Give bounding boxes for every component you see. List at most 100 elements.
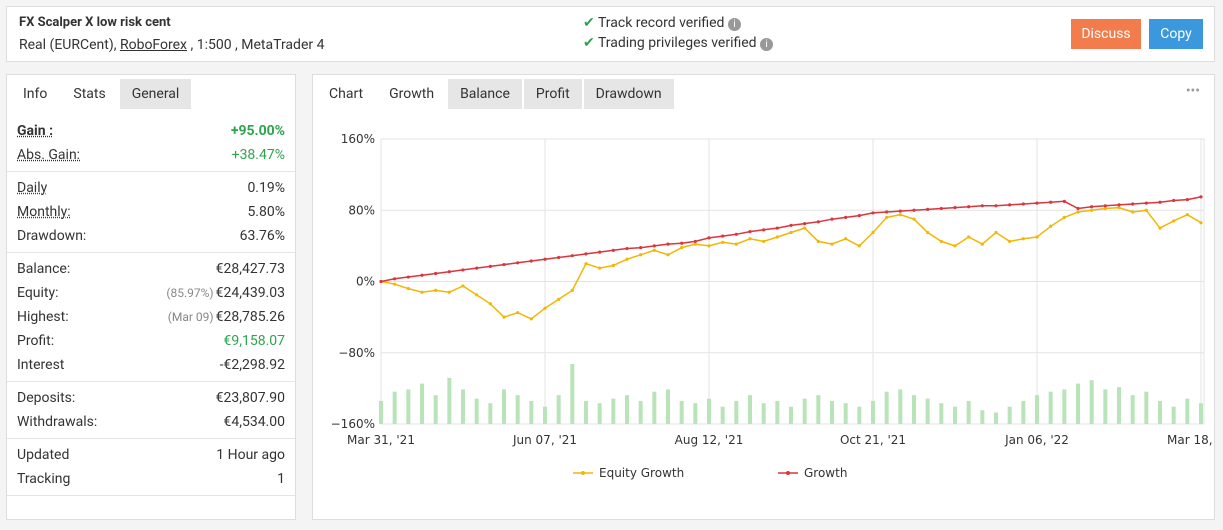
point: [789, 230, 793, 235]
point: [1158, 200, 1162, 204]
stat-row: Monthly: 5.80%: [7, 200, 295, 224]
stats-list: Gain : +95.00% Abs. Gain: +38.47% Daily 0.19%…: [7, 115, 295, 496]
stat-group: Balance: €28,427.73 Equity: (85.97%) €24,439…: [7, 253, 295, 382]
stat-label: Balance:: [17, 261, 71, 277]
point: [953, 205, 957, 210]
volume-bar: [857, 406, 862, 424]
point: [939, 206, 943, 211]
point: [885, 210, 889, 214]
stat-row: Gain : +95.00%: [7, 119, 295, 143]
point: [543, 257, 547, 261]
stat-value: -€2,298.92: [219, 357, 285, 373]
point: [598, 266, 602, 270]
volume-bar: [1103, 389, 1108, 424]
account-info: Real (EURCent), RoboForex , 1:500 , Meta…: [19, 37, 324, 53]
volume-bar: [843, 403, 848, 424]
copy-button[interactable]: Copy: [1149, 19, 1203, 49]
point: [652, 248, 656, 252]
stat-label: Equity:: [17, 285, 59, 301]
volume-bar: [1048, 391, 1053, 424]
point: [680, 241, 684, 245]
stat-label: Interest: [17, 357, 65, 373]
stat-label: Tracking: [17, 471, 71, 487]
point: [570, 288, 574, 293]
tab[interactable]: Drawdown: [583, 79, 674, 109]
volume-bar: [953, 406, 957, 424]
volume-bar: [925, 398, 930, 424]
stat-label: Daily: [17, 180, 48, 196]
chart: 160% 80% 0% −80% −160% Mar 31, '21 Jun 07, '21…: [331, 132, 1213, 480]
tab[interactable]: Profit: [523, 79, 582, 109]
volume-bar: [515, 395, 520, 424]
stat-label: Highest:: [17, 309, 69, 325]
point: [557, 255, 561, 260]
volume-bar: [1007, 406, 1012, 424]
tab[interactable]: Growth: [377, 79, 447, 109]
point: [598, 250, 602, 254]
stat-note: (Mar 09): [167, 310, 214, 324]
point: [1131, 210, 1135, 214]
point: [1117, 205, 1121, 210]
volume-bar: [802, 398, 807, 424]
point: [980, 204, 984, 208]
tab[interactable]: Stats: [61, 79, 118, 109]
legend-label: Equity Growth: [599, 466, 684, 480]
point: [488, 264, 492, 268]
legend-swatch: [581, 471, 585, 475]
stat-label: Gain :: [17, 123, 54, 139]
point: [939, 239, 943, 244]
tab[interactable]: Chart: [317, 79, 376, 109]
point: [912, 208, 916, 212]
menu[interactable]: •••: [1185, 83, 1200, 99]
volume-bar: [994, 412, 998, 424]
volume-bar: [1130, 395, 1135, 424]
point: [1062, 199, 1066, 203]
stat-row: Drawdown: 63.76%: [7, 224, 295, 248]
volume-bar: [529, 400, 534, 424]
stat-value: €28,427.73: [215, 261, 285, 277]
discuss-button[interactable]: Discuss: [1071, 19, 1141, 49]
point: [707, 236, 711, 240]
volume-bar: [420, 383, 424, 424]
stat-note: (85.97%): [166, 286, 214, 300]
x-tick-label: Aug 12, '21: [675, 433, 744, 447]
point: [461, 268, 465, 272]
volume-bar: [830, 400, 834, 424]
tab[interactable]: Info: [11, 79, 60, 109]
point: [652, 244, 656, 248]
stat-value: €24,439.03: [215, 285, 285, 301]
point: [584, 252, 588, 256]
check: ✔ Track record verified i: [583, 15, 741, 31]
tab[interactable]: Balance: [448, 79, 522, 109]
point: [393, 277, 397, 281]
stat-group: Gain : +95.00% Abs. Gain: +38.47%: [7, 115, 295, 172]
point: [584, 262, 588, 266]
volume-bar: [474, 398, 479, 424]
point: [1185, 213, 1189, 217]
point: [721, 240, 725, 244]
y-tick-label: −80%: [338, 346, 375, 360]
point: [488, 302, 492, 306]
point: [1076, 210, 1080, 214]
stat-row: Highest: (Mar 09) €28,785.26: [7, 305, 295, 329]
legend-label: Growth: [804, 466, 847, 480]
stats-panel: Info Stats General Gain : +95.00% Abs. Gain:…: [6, 74, 296, 520]
point: [379, 279, 383, 284]
stat-row: Equity: (85.97%) €24,439.03: [7, 281, 295, 305]
point: [625, 246, 629, 251]
volume-bar: [912, 395, 916, 424]
volume-bar: [1076, 383, 1080, 424]
stat-row: Balance: €28,427.73: [7, 257, 295, 281]
volume-bar: [1117, 387, 1121, 424]
point: [693, 242, 697, 246]
stat-label: Withdrawals:: [17, 414, 98, 430]
volume-bar: [461, 389, 465, 424]
point: [557, 297, 561, 301]
volume-bar: [980, 410, 985, 424]
volume-bar: [898, 389, 903, 424]
x-tick-label: Jan 06, '22: [1004, 433, 1069, 447]
tab[interactable]: General: [119, 79, 192, 109]
stat-value-wrap: 1 Hour ago: [216, 447, 285, 463]
broker-link[interactable]: RoboForex: [119, 37, 187, 53]
point: [406, 275, 410, 279]
